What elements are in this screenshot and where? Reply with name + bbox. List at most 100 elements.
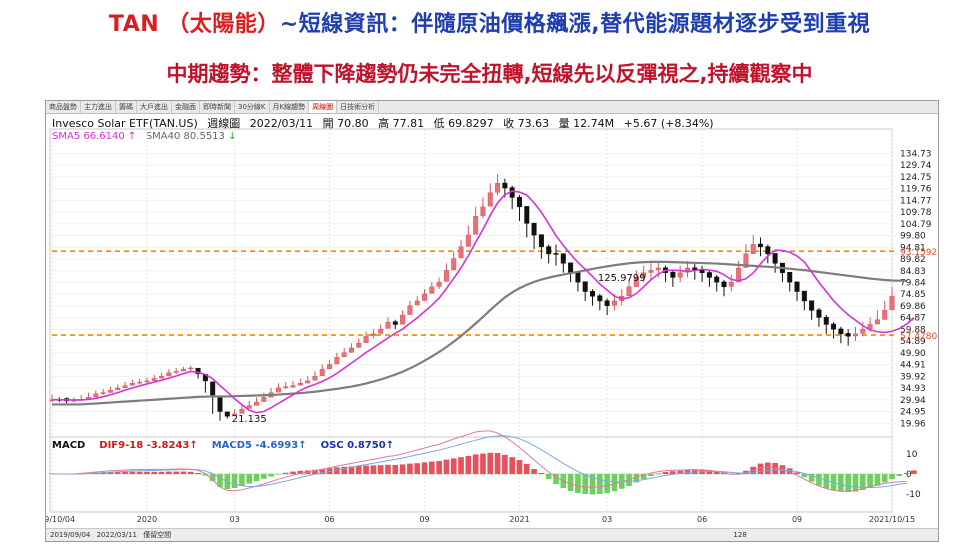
osc-bar	[808, 474, 815, 482]
candle-body	[874, 319, 880, 325]
footer-space-label: 僅留空間	[143, 531, 172, 539]
macd5-legend: MACD5 -4.6993	[211, 440, 299, 451]
candle-body	[115, 387, 121, 391]
osc-bar	[604, 474, 610, 493]
y-tick-label: 34.93	[900, 384, 926, 394]
candle-body	[860, 328, 866, 334]
candle-body	[144, 380, 150, 383]
y-tick-label: 39.92	[900, 372, 926, 382]
y-tick-label: 84.83	[900, 267, 926, 277]
osc-bar	[633, 474, 640, 483]
x-tick-label: 2021/10/15	[869, 515, 915, 524]
candle-body	[217, 395, 223, 412]
y-tick-label: 134.73	[900, 149, 932, 159]
tab-2[interactable]: 籌碼	[116, 101, 137, 113]
macd-legend: MACD DIF9-18 -3.8243↑ MACD5 -4.6993↑ OSC…	[52, 440, 395, 451]
candle-body	[575, 272, 581, 283]
osc-bar	[640, 474, 647, 479]
osc-bar	[772, 463, 778, 474]
osc-bar	[195, 473, 201, 474]
candle-body	[224, 411, 230, 417]
osc-bar	[816, 474, 822, 486]
chart-window: 商品盤勢 主力進出 籌碼 大戶進出 金融面 即時新聞 30分線K 月K線趨勢 周線圖 日技術分析 …	[45, 100, 939, 542]
osc-bar	[246, 474, 253, 484]
osc-bar	[239, 474, 245, 486]
candle-body	[436, 281, 442, 287]
period-label: 週線圖	[207, 117, 241, 130]
osc-bar	[261, 474, 267, 479]
osc-bar	[209, 474, 216, 481]
x-tick-label: 2019/10/04	[46, 515, 75, 524]
tab-8[interactable]: 周線圖	[309, 101, 338, 113]
candle-body	[641, 272, 647, 278]
candle-body	[195, 367, 201, 375]
candle-body	[385, 321, 391, 329]
osc-bar	[589, 474, 596, 495]
osc-bar	[341, 466, 347, 474]
candle-body	[502, 182, 508, 189]
osc-bar	[319, 469, 326, 474]
candle-body	[414, 300, 420, 306]
close-label: 收 73.63	[503, 117, 550, 130]
candle-body	[546, 246, 552, 255]
osc-bar	[823, 474, 830, 489]
osc-bar	[794, 472, 800, 474]
osc-bar	[122, 471, 128, 474]
osc-bar	[852, 474, 859, 492]
candle-body	[597, 295, 603, 302]
candle-body	[611, 300, 617, 306]
osc-bar	[377, 465, 384, 474]
tab-0[interactable]: 商品盤勢	[46, 101, 81, 113]
osc-bar	[282, 472, 289, 474]
low-label: 低 69.8297	[433, 117, 494, 130]
footer-end-date[interactable]: 2022/03/11	[96, 531, 137, 539]
candle-body	[648, 270, 654, 273]
candle-body	[590, 291, 596, 297]
tab-6[interactable]: 30分線K	[235, 101, 270, 113]
candle-body	[758, 243, 764, 248]
y-tick-label: 44.91	[900, 361, 926, 371]
osc-bar	[531, 469, 537, 474]
macd-title: MACD	[52, 440, 86, 451]
tab-3[interactable]: 大戶進出	[137, 101, 172, 113]
price-annotation: 21.135	[232, 414, 267, 425]
y-tick-label: 119.76	[900, 185, 932, 195]
footer-start-date[interactable]: 2019/09/04	[50, 531, 91, 539]
candle-body	[845, 333, 851, 337]
y-tick-label: 79.84	[900, 278, 926, 288]
osc-bar	[166, 471, 172, 474]
osc-bar	[443, 459, 450, 474]
osc-bar	[202, 474, 209, 476]
osc-bar	[253, 474, 260, 482]
tab-1[interactable]: 主力進出	[81, 101, 116, 113]
tab-4[interactable]: 金融面	[172, 101, 200, 113]
y-tick-label: 104.79	[900, 220, 932, 230]
osc-bar	[523, 464, 530, 474]
candle-body	[743, 253, 749, 268]
candle-body	[180, 368, 186, 372]
candle-body	[100, 392, 106, 394]
osc-bar	[757, 463, 764, 474]
osc-bar	[684, 470, 691, 474]
osc-bar	[290, 471, 296, 474]
price-annotation: 125.9799	[598, 273, 646, 284]
osc-bar	[472, 454, 479, 474]
candle-body	[670, 271, 676, 278]
osc-bar	[275, 474, 282, 475]
symbol-label: Invesco Solar ETF(TAN.US)	[52, 117, 198, 130]
osc-bar	[786, 468, 793, 474]
candle-body	[188, 367, 194, 370]
headline-line1: TAN （太陽能）~短線資訊：伴隨原油價格飆漲,替代能源題材逐步受到重視	[0, 6, 979, 38]
tab-5[interactable]: 即時新聞	[200, 101, 235, 113]
osc-bar	[859, 474, 866, 490]
candle-body	[809, 300, 815, 311]
osc-bar	[297, 470, 304, 474]
osc-bar	[217, 474, 223, 487]
osc-bar	[114, 472, 121, 474]
candle-body	[378, 328, 384, 334]
tab-9[interactable]: 日技術分析	[337, 101, 380, 113]
osc-bar	[867, 474, 873, 488]
osc-bar	[421, 462, 428, 474]
tab-7[interactable]: 月K線趨勢	[270, 101, 310, 113]
candle-body	[290, 385, 296, 388]
